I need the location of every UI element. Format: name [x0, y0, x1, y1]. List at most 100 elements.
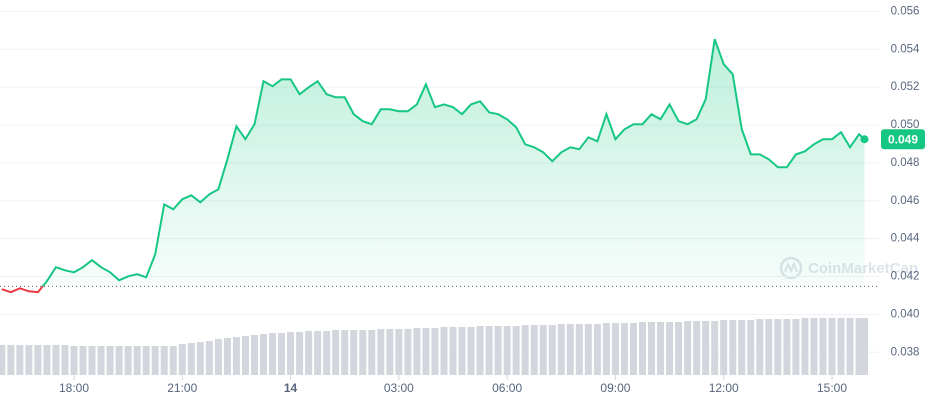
- volume-bar: [250, 335, 258, 375]
- volume-bar: [711, 321, 719, 375]
- volume-bar: [828, 318, 836, 375]
- volume-bar: [629, 323, 637, 375]
- volume-bar: [332, 330, 340, 375]
- volume-bar: [241, 336, 249, 375]
- x-tick-label: 09:00: [600, 381, 630, 395]
- volume-bar: [684, 321, 692, 375]
- volume-bar: [620, 323, 628, 375]
- x-tick-label: 03:00: [384, 381, 414, 395]
- volume-bar: [88, 346, 96, 375]
- volume-bar: [512, 326, 520, 375]
- volume-bar: [160, 346, 168, 375]
- volume-bar: [43, 345, 51, 375]
- volume-bar: [765, 319, 773, 375]
- volume-bar: [467, 327, 475, 375]
- volume-bar: [819, 318, 827, 375]
- volume-bar: [124, 346, 132, 375]
- volume-bar: [503, 326, 511, 375]
- volume-bar: [810, 318, 818, 375]
- x-tick-label: 18:00: [59, 381, 89, 395]
- x-tick-label: 06:00: [492, 381, 522, 395]
- volume-bar: [223, 338, 231, 375]
- volume-bar: [377, 329, 385, 375]
- volume-bar: [792, 319, 800, 375]
- volume-bar: [0, 345, 6, 375]
- volume-bar: [675, 322, 683, 375]
- volume-bar: [431, 328, 439, 375]
- volume-bar: [196, 342, 204, 375]
- price-badge: [881, 129, 925, 150]
- last-point: [860, 135, 869, 144]
- volume-bar: [729, 320, 737, 375]
- volume-bar: [169, 346, 177, 375]
- volume-bar: [133, 346, 141, 375]
- volume-bar: [413, 328, 421, 375]
- volume-bar: [747, 320, 755, 375]
- volume-bar: [115, 346, 123, 375]
- volume-bar: [16, 345, 24, 375]
- volume-bar: [395, 329, 403, 375]
- volume-bar: [693, 321, 701, 375]
- y-tick-label: 0.042: [891, 271, 920, 283]
- volume-bar: [593, 324, 601, 375]
- volume-bar: [449, 327, 457, 375]
- volume-bar: [657, 322, 665, 375]
- volume-bar: [666, 322, 674, 375]
- volume-bar: [756, 319, 764, 375]
- volume-bar: [860, 318, 868, 375]
- x-tick-label: 14: [284, 381, 298, 395]
- volume-bar: [584, 324, 592, 375]
- volume-bar: [783, 319, 791, 375]
- volume-bar: [494, 326, 502, 375]
- volume-bar: [846, 318, 854, 375]
- volume-bar: [638, 322, 646, 375]
- volume-bar: [422, 328, 430, 375]
- volume-bar: [855, 318, 863, 375]
- volume-bar: [97, 346, 105, 375]
- x-tick-label: 21:00: [167, 381, 197, 395]
- volume-bar: [151, 346, 159, 375]
- y-tick-label: 0.038: [891, 346, 920, 358]
- volume-bar: [25, 345, 33, 375]
- y-tick-label: 0.054: [891, 43, 920, 55]
- volume-bar: [269, 333, 277, 375]
- x-tick-label: 12:00: [709, 381, 739, 395]
- volume-bar: [837, 318, 845, 375]
- volume-bar: [7, 345, 15, 375]
- volume-bar: [70, 346, 78, 375]
- volume-bar: [79, 346, 87, 375]
- volume-bar: [368, 330, 376, 375]
- volume-bar: [720, 320, 728, 375]
- volume-bar: [232, 337, 240, 375]
- volume-bar: [539, 325, 547, 375]
- volume-bar: [648, 322, 656, 375]
- volume-bar: [575, 324, 583, 375]
- volume-bar: [323, 331, 331, 375]
- volume-bar: [61, 345, 69, 375]
- volume-bar: [566, 324, 574, 375]
- volume-bar: [314, 331, 322, 375]
- y-tick-label: 0.046: [891, 195, 920, 207]
- volume-bar: [178, 344, 186, 375]
- volume-bar: [214, 339, 222, 375]
- volume-bar: [521, 325, 529, 375]
- volume-bar: [602, 323, 610, 375]
- volume-bar: [458, 327, 466, 375]
- volume-bar: [259, 334, 267, 375]
- price-line: [41, 38, 866, 287]
- volume-bar: [548, 325, 556, 375]
- volume-bar: [611, 323, 619, 375]
- volume-bar: [485, 326, 493, 375]
- y-tick-label: 0.052: [891, 81, 920, 93]
- volume-bar: [341, 330, 349, 375]
- y-tick-label: 0.040: [891, 308, 920, 320]
- volume-bar: [350, 330, 358, 375]
- volume-bar: [440, 327, 448, 375]
- volume-bar: [287, 332, 295, 375]
- volume-bar: [476, 326, 484, 375]
- volume-bar: [702, 321, 710, 375]
- y-tick-label: 0.056: [891, 5, 920, 17]
- x-tick-label: 15:00: [817, 381, 847, 395]
- volume-bar: [296, 332, 304, 375]
